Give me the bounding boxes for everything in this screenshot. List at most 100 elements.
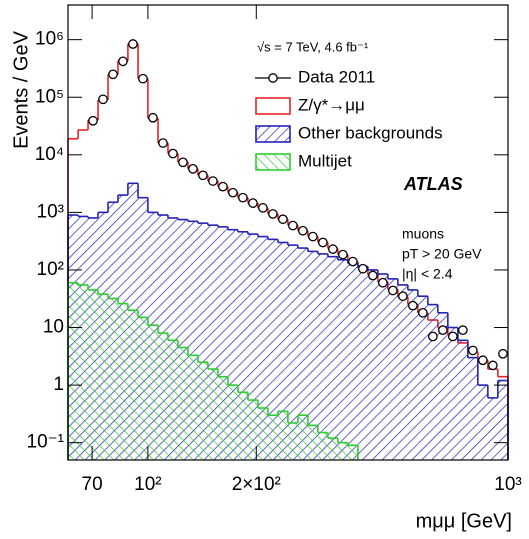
histogram-bin (297, 415, 308, 460)
histogram-hatch-down (67, 281, 359, 460)
legend-marker (268, 73, 278, 83)
data-point (487, 360, 498, 371)
data-point (348, 256, 358, 267)
legend-label: Data 2011 (298, 67, 375, 86)
histogram-bin (427, 304, 438, 460)
histogram-bin (207, 225, 218, 460)
histogram-bin (307, 425, 318, 460)
data-points (88, 39, 508, 371)
selection-annotation: pT > 20 GeV (402, 246, 482, 262)
histogram-bin (207, 369, 218, 460)
histogram-bin (357, 266, 368, 460)
histogram-bin (217, 226, 228, 460)
histogram-bin (387, 278, 398, 460)
y-axis-label: Events / GeV (10, 30, 32, 148)
histogram-bin (117, 303, 128, 460)
data-point (358, 263, 368, 274)
selection-annotation: muons (402, 226, 444, 242)
data-point (168, 148, 178, 159)
data-point (388, 285, 398, 296)
histogram-bin (257, 408, 268, 460)
histogram-bin (78, 284, 89, 460)
histogram-bin (197, 362, 208, 460)
data-point (288, 220, 298, 231)
y-tick-label: 10⁻¹ (27, 432, 65, 453)
histogram-bin (307, 251, 318, 460)
histogram-bin (237, 392, 248, 460)
legend-label: Z/γ*→μμ (298, 95, 365, 114)
x-tick-label: 70 (82, 474, 103, 495)
histogram-bin (68, 282, 79, 460)
x-axis-label: mμμ [GeV] (416, 510, 512, 532)
histogram-bin (147, 325, 159, 460)
data-point (308, 231, 318, 242)
histogram-bin (327, 438, 338, 460)
histogram-bin (98, 294, 109, 460)
data-point (148, 112, 158, 123)
histogram-bin (447, 327, 458, 460)
histogram-bin (437, 312, 448, 460)
histogram-bin (267, 415, 278, 460)
data-point (398, 291, 408, 302)
histogram-bin (177, 219, 188, 460)
histogram-bin (237, 231, 248, 460)
y-tick-label: 1 (53, 374, 64, 395)
histogram-bin (417, 296, 428, 460)
data-point (458, 325, 468, 336)
histogram-bin (317, 253, 328, 460)
histogram-bin (297, 248, 308, 460)
data-point (128, 39, 138, 49)
legend-label: Multijet (298, 151, 352, 170)
data-point (368, 270, 378, 281)
data-point (108, 69, 118, 80)
y-tick-label: 10³ (37, 201, 64, 222)
histogram-bin (337, 259, 348, 460)
data-point (158, 138, 168, 148)
data-point (258, 202, 268, 213)
data-point (408, 300, 418, 311)
data-point (218, 181, 228, 192)
data-point (438, 325, 448, 336)
y-tick-label: 10⁶ (35, 29, 64, 50)
plot-area (67, 39, 509, 460)
data-point (118, 56, 128, 67)
data-point (417, 307, 428, 318)
y-tick-label: 10 (43, 317, 64, 338)
selection-annotation: |η| < 2.4 (402, 266, 453, 282)
histogram-bin (247, 234, 258, 460)
histogram-bin (317, 432, 328, 460)
histogram-bin (257, 236, 268, 460)
histogram-bin (457, 340, 468, 460)
x-tick-label: 10² (134, 474, 161, 495)
y-tick-label: 10² (37, 259, 64, 280)
data-point (278, 214, 288, 225)
data-point (178, 157, 188, 168)
histogram-bin (108, 298, 118, 460)
x-tick-label: 10³ (494, 474, 521, 495)
histogram-bin (327, 256, 338, 460)
energy-annotation: √s = 7 TeV, 4.6 fb⁻¹ (257, 39, 369, 54)
histogram-bin (267, 239, 278, 460)
data-point (188, 164, 198, 174)
data-point (448, 331, 458, 342)
histogram-bin (397, 284, 408, 460)
histogram-bin (158, 333, 168, 460)
data-point (328, 244, 338, 254)
histogram-bin (187, 355, 198, 460)
histogram-bin (247, 400, 258, 460)
legend-swatch (255, 97, 291, 115)
histogram-bin (377, 274, 388, 460)
data-point (98, 94, 108, 105)
data-point (248, 198, 258, 208)
histogram-bin (497, 380, 508, 460)
data-point (467, 345, 478, 356)
legend-label: Other backgrounds (298, 123, 443, 142)
histogram-bin (367, 269, 378, 460)
data-point (268, 209, 278, 219)
data-point (228, 187, 238, 198)
atlas-label: ATLAS (403, 174, 463, 194)
data-point (477, 355, 488, 366)
histogram-bin (477, 385, 488, 460)
data-point (318, 237, 328, 248)
histogram-bin (467, 357, 478, 460)
